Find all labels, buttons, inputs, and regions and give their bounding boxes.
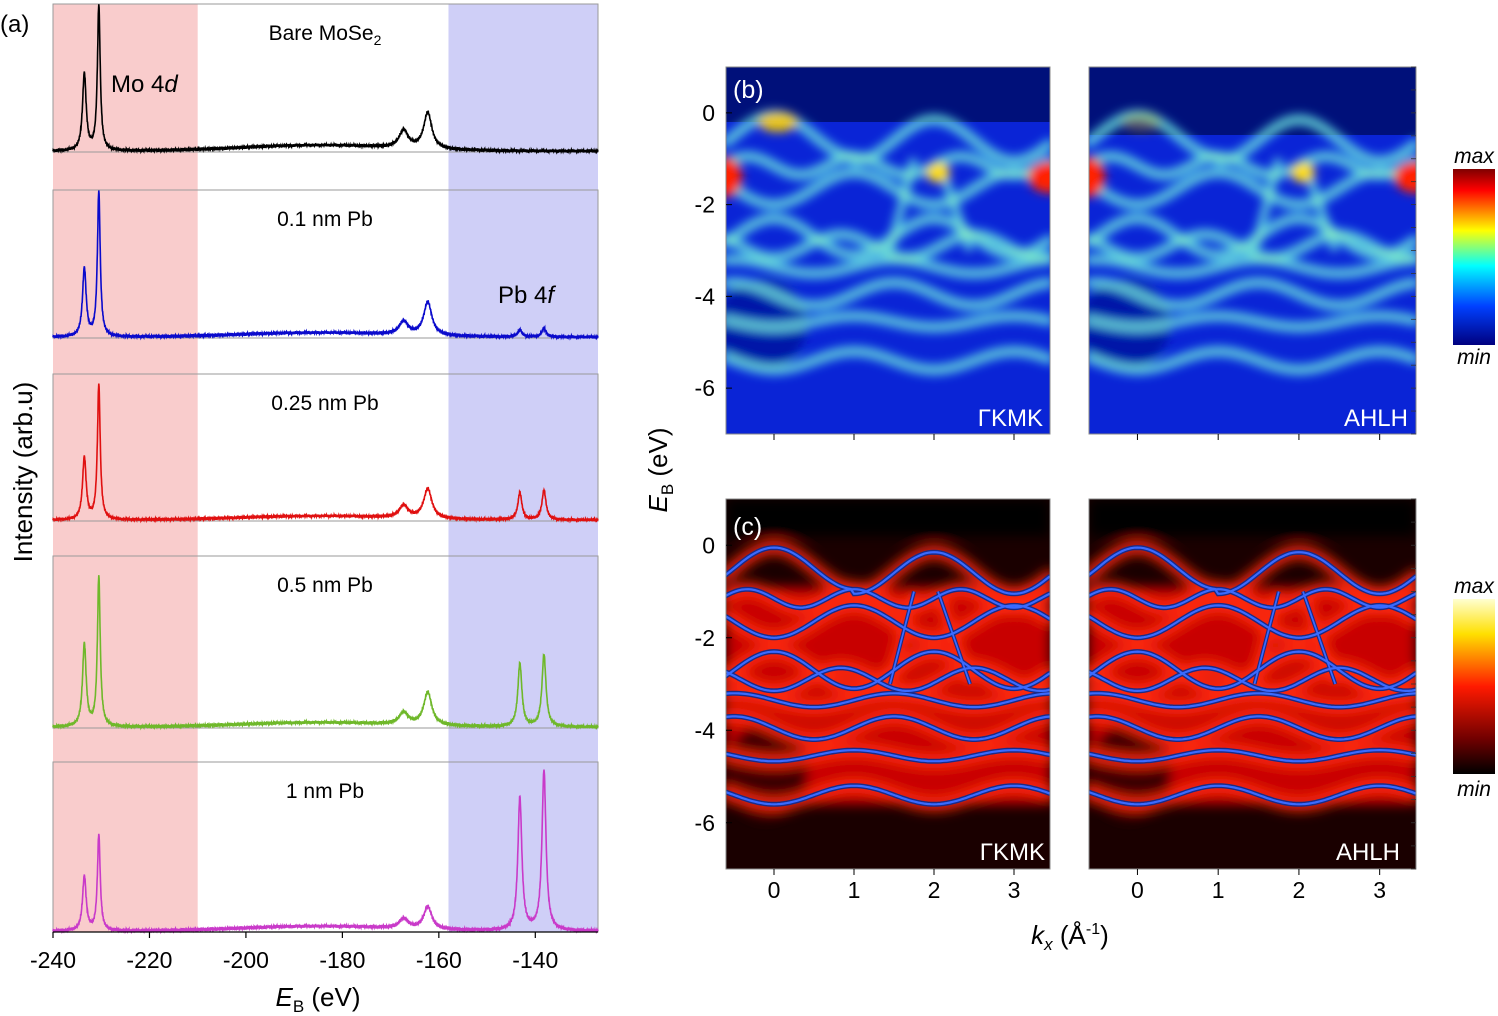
y-tick-label-b: -2 — [695, 192, 715, 218]
x-tick-label-c: 1 — [848, 877, 861, 903]
spectrum-label-2: 0.25 nm Pb — [271, 392, 378, 415]
x-tick-label-c: 3 — [1373, 877, 1386, 903]
colorbar-max-b: max — [1454, 145, 1495, 168]
x-tick-label-a: -180 — [319, 947, 365, 973]
colorbar-jet — [1453, 169, 1495, 345]
x-tick-label-a: -240 — [30, 947, 76, 973]
shaded-regions — [53, 4, 598, 932]
x-tick-label-a: -140 — [512, 947, 558, 973]
spectrum-lines — [52, 4, 599, 935]
x-tick-label-c: 2 — [928, 877, 941, 903]
y-tick-label-b: -4 — [695, 283, 716, 309]
y-tick-label-b: 0 — [702, 100, 715, 126]
colorbar-max-c: max — [1454, 575, 1495, 598]
x-tick-label-c: 0 — [1131, 877, 1144, 903]
shaded-region-0 — [53, 4, 198, 932]
spectrum-line-1 — [52, 190, 599, 341]
spectrum-line-4 — [52, 769, 599, 935]
arpes-map-gkmk — [726, 67, 1050, 434]
subplot-label-gkmk-b: ΓKMK — [978, 405, 1043, 432]
panel-label-b: (b) — [733, 76, 764, 104]
panel-a-core-level-spectra: Bare MoSe2 0.1 nm Pb 0.25 nm Pb 0.5 nm Pb 1 … — [0, 3, 599, 1016]
panel-label-a: (a) — [0, 11, 29, 38]
y-tick-label-c: -4 — [695, 717, 716, 743]
colorbar-hot — [1453, 599, 1495, 774]
subplot-label-gkmk-c: ΓKMK — [980, 839, 1045, 866]
x-tick-label-c: 2 — [1293, 877, 1306, 903]
shaded-region-1 — [448, 4, 598, 932]
y-tick-label-c: -6 — [695, 810, 715, 836]
spectrum-label-1: 0.1 nm Pb — [277, 208, 373, 231]
y-axis-ticks-b: 0 -2 -4 -6 — [695, 66, 1416, 435]
x-tick-label-c: 0 — [768, 877, 781, 903]
spectrum-line-0 — [52, 4, 599, 155]
x-tick-label-a: -160 — [416, 947, 462, 973]
spectrum-frame-1 — [52, 189, 599, 339]
y-axis-label-eb: EB (eV) — [643, 427, 677, 512]
subplot-label-ahlh-c: AHLH — [1336, 839, 1400, 866]
panel-b-arpes: 0 -2 -4 -6 (b) ΓKMK AHLH max min EB (eV) — [643, 66, 1495, 513]
spectrum-label-4: 1 nm Pb — [286, 780, 364, 803]
arpes-map-ahlh — [1089, 67, 1416, 434]
x-axis-label-kx: kx (Å-1) — [1031, 920, 1109, 954]
panel-label-c: (c) — [733, 513, 762, 541]
spectrum-frame-0 — [52, 3, 599, 153]
y-tick-label-b: -6 — [695, 375, 715, 401]
x-tick-label-a: -220 — [126, 947, 172, 973]
colorbar-min-c: min — [1457, 778, 1491, 801]
x-axis-ticks: -240 -220 -200 -180 -160 -140 — [30, 931, 598, 973]
x-tick-label-a: -200 — [223, 947, 269, 973]
annotation-pb-4f: Pb 4f — [498, 282, 556, 309]
spectrum-frame-3 — [52, 555, 599, 729]
spectrum-label-0: Bare MoSe2 — [269, 22, 382, 48]
x-tick-label-c: 1 — [1212, 877, 1225, 903]
spectrum-line-2 — [52, 383, 599, 524]
spectrum-labels: Bare MoSe2 0.1 nm Pb 0.25 nm Pb 0.5 nm Pb 1 … — [269, 22, 382, 803]
subplot-label-ahlh-b: AHLH — [1344, 405, 1408, 432]
annotation-mo-4d: Mo 4d — [111, 71, 178, 98]
y-tick-label-c: 0 — [702, 532, 715, 558]
curvature-map-gkmk — [726, 499, 1050, 869]
spectrum-line-3 — [52, 575, 599, 731]
y-tick-label-c: -2 — [695, 625, 715, 651]
spectrum-frame-2 — [52, 373, 599, 522]
axis-ticks-c: 0 -2 -4 -6 0 1 2 3 0 1 2 3 — [695, 434, 1416, 903]
spectrum-label-3: 0.5 nm Pb — [277, 574, 373, 597]
y-axis-label-a: Intensity (arb.u) — [8, 382, 38, 563]
curvature-map-ahlh — [1089, 499, 1416, 869]
x-tick-label-c: 3 — [1008, 877, 1021, 903]
panel-c-second-derivative: 0 -2 -4 -6 0 1 2 3 0 1 2 3 (c) ΓKMK AHLH max min kx… — [695, 434, 1495, 954]
colorbar-min-b: min — [1457, 346, 1491, 369]
x-axis-label-a: EB (eV) — [275, 982, 360, 1016]
